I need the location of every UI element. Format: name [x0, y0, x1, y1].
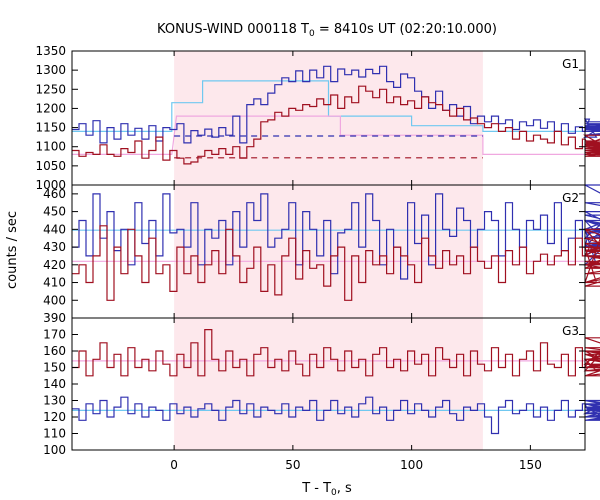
y-tick-label: 100	[43, 443, 66, 457]
x-axis-label: T - T0, s	[301, 481, 352, 498]
g3-blue-series	[72, 396, 600, 435]
y-tick-label: 440	[43, 222, 66, 236]
y-tick-label: 1000	[35, 178, 66, 192]
chart-title-subscript: 0	[309, 29, 315, 39]
y-tick-label: 410	[43, 276, 66, 290]
y-tick-label: 460	[43, 187, 66, 201]
x-axis-label-subscript: 0	[331, 488, 337, 498]
axes-layer: 10001050110011501200125013001350G1390400…	[35, 44, 586, 472]
y-tick-label: 420	[43, 258, 66, 272]
y-tick-label: 1200	[35, 101, 66, 115]
y-tick-label: 1300	[35, 63, 66, 77]
x-tick-label: 0	[170, 458, 178, 472]
y-tick-label: 1250	[35, 82, 66, 96]
g3-panel-label: G3	[562, 324, 579, 338]
g1-red-series	[72, 85, 600, 165]
y-tick-label: 140	[43, 377, 66, 391]
chart-title-rest: = 8410s UT (02:20:10.000)	[315, 22, 497, 37]
y-tick-label: 400	[43, 293, 66, 307]
g1-background-fit-0	[72, 80, 585, 132]
y-tick-label: 390	[43, 311, 66, 325]
y-tick-label: 120	[43, 410, 66, 424]
y-tick-label: 150	[43, 361, 66, 375]
g2-panel-label: G2	[562, 191, 579, 205]
y-tick-label: 110	[43, 427, 66, 441]
series-layer	[72, 65, 600, 435]
x-axis-label-rest: , s	[337, 481, 352, 496]
y-tick-label: 160	[43, 344, 66, 358]
y-tick-label: 1050	[35, 159, 66, 173]
y-tick-label: 170	[43, 328, 66, 342]
g3-red-series	[72, 329, 600, 377]
g1-blue-series	[72, 65, 600, 144]
y-tick-label: 450	[43, 205, 66, 219]
x-tick-label: 50	[285, 458, 300, 472]
g2-red-series	[72, 225, 600, 301]
x-tick-label: 100	[400, 458, 423, 472]
x-tick-label: 150	[519, 458, 542, 472]
chart-title-main: KONUS-WIND 000118 T	[157, 22, 309, 37]
y-axis-label: counts / sec	[5, 211, 20, 289]
y-tick-label: 430	[43, 240, 66, 254]
y-tick-label: 1100	[35, 140, 66, 154]
y-tick-label: 130	[43, 394, 66, 408]
chart-title: KONUS-WIND 000118 T0 = 8410s UT (02:20:1…	[157, 22, 497, 39]
x-axis-label-main: T - T	[301, 481, 331, 496]
y-tick-label: 1350	[35, 44, 66, 58]
g1-background-fit-1	[72, 115, 585, 155]
g1-panel-label: G1	[562, 57, 579, 71]
y-tick-label: 1150	[35, 121, 66, 135]
